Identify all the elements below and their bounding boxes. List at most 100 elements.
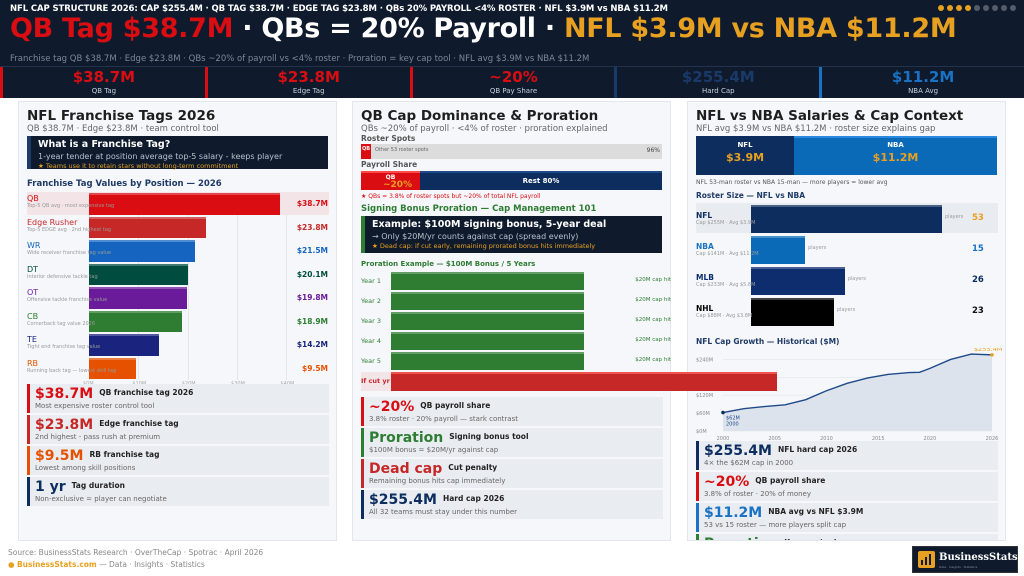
- proration-heading: Proration Example — $100M Bonus / 5 Year…: [361, 260, 536, 268]
- kpi-nba-avg: $11.2M NBA Avg: [819, 67, 1024, 98]
- cap-hit-label: $20M cap hit: [635, 297, 671, 303]
- tag-bar[interactable]: [89, 240, 196, 262]
- position-desc: Cornerback tag value 2026: [27, 320, 96, 327]
- year-label: Year 1: [361, 277, 381, 285]
- logo-text: BusinessStats: [939, 552, 1018, 563]
- roster-bar[interactable]: [751, 236, 806, 264]
- players-unit: players: [836, 307, 856, 313]
- proration-box: Example: $100M signing bonus, 5-year dea…: [361, 216, 662, 253]
- proration-bar[interactable]: [391, 332, 584, 350]
- payroll-qb-label: QB: [385, 174, 396, 181]
- page-dot[interactable]: [965, 5, 971, 11]
- tag-value: $19.8M: [296, 293, 328, 302]
- end-label: $255.4M: [974, 348, 1002, 353]
- info-box: What is a Franchise Tag? 1-year tender a…: [27, 136, 328, 170]
- roster-bar: QB Other 53 roster spots 96%: [361, 144, 662, 159]
- stat-card-value: Dead cap Cut penalty: [369, 461, 497, 477]
- stat-card: $38.7M QB franchise tag 2026 Most expensiv…: [27, 384, 329, 413]
- nfl-avg-value: $3.9M: [725, 151, 765, 164]
- proration-bar[interactable]: [391, 292, 584, 310]
- stat-card-title: Edge franchise tag: [99, 419, 179, 428]
- page-dot[interactable]: [974, 5, 980, 11]
- section-heading: Signing Bonus Proration — Cap Management…: [361, 204, 597, 214]
- cap-area: [723, 354, 992, 431]
- kpi-strip: $38.7M QB Tag $23.8M Edge Tag ~20% QB Pay Sha…: [0, 66, 1024, 98]
- kpi-value: $23.8M: [277, 68, 340, 86]
- roster-bar[interactable]: [751, 298, 834, 326]
- stat-card-sub: 3.8% roster · 20% payroll — stark contra…: [369, 415, 518, 423]
- kpi-label: NBA Avg: [908, 87, 939, 95]
- position-desc: Running back tag — lowest skill tag: [27, 367, 117, 374]
- page-dot[interactable]: [947, 5, 953, 11]
- page-dot[interactable]: [1001, 5, 1007, 11]
- panel-subtitle: NFL avg $3.9M vs NBA $11.2M · roster siz…: [696, 124, 936, 134]
- page-dot[interactable]: [1010, 5, 1016, 11]
- league-label: NFL Cap $255M · Avg $3.9M: [696, 211, 755, 226]
- league-cap: Cap $255M · Avg $3.9M: [696, 220, 756, 226]
- position-desc: Offensive tackle franchise value: [27, 297, 108, 303]
- position-name: DT: [27, 264, 39, 274]
- tag-bar[interactable]: [89, 216, 207, 238]
- brand-dot-icon: ●: [8, 560, 15, 569]
- position-name: WR: [27, 241, 41, 250]
- page-dots[interactable]: [938, 5, 1016, 11]
- nfl-avg-box: NFL $3.9M: [696, 136, 794, 175]
- brand-link[interactable]: BusinessStats.com: [16, 560, 97, 569]
- gridline: [237, 192, 239, 380]
- position-name: Edge Rusher: [27, 217, 78, 227]
- kpi-value: $11.2M: [891, 68, 955, 86]
- kpi-qb-pay-share: ~20% QB Pay Share: [409, 67, 615, 98]
- x-tick-label: 2026: [986, 436, 999, 442]
- stat-card-sub: Most expensive roster control tool: [35, 402, 155, 410]
- tag-bar[interactable]: [89, 357, 136, 379]
- page-dot[interactable]: [938, 5, 944, 11]
- chart-title: NFL Cap Growth — Historical ($M): [696, 337, 840, 346]
- stat-card: Proration Signing bonus tool $100M bonus =…: [361, 428, 663, 457]
- stat-card-number: $38.7M: [35, 386, 94, 402]
- stat-card-number: Proration: [369, 430, 444, 446]
- logo: BusinessStats Data · Insights · Statisti…: [912, 546, 1018, 573]
- page-dot[interactable]: [983, 5, 989, 11]
- data-point: [721, 410, 725, 415]
- proration-bar[interactable]: [391, 312, 584, 330]
- stat-card: $255.4M Hard cap 2026 All 32 teams must st…: [361, 490, 663, 519]
- tag-bar[interactable]: [89, 334, 160, 356]
- dead-cap-bar[interactable]: [391, 372, 777, 391]
- tag-value: $38.7M: [296, 199, 328, 208]
- kpi-edge-tag: $23.8M Edge Tag: [204, 67, 410, 98]
- page-dot[interactable]: [992, 5, 998, 11]
- kpi-value: ~20%: [489, 68, 538, 86]
- stat-card-title: Hard cap 2026: [442, 494, 505, 503]
- cap-hit-label: $20M cap hit: [635, 357, 671, 363]
- proration-box-desc: → Only $20M/yr counts against cap (sprea…: [372, 232, 579, 241]
- stat-card: $11.2M NBA avg vs NFL $3.9M 53 vs 15 roste…: [696, 503, 998, 532]
- ticker: NFL CAP STRUCTURE 2026: CAP $255.4M · QB…: [10, 4, 668, 14]
- panel-subtitle: QB $38.7M · Edge $23.8M · team control t…: [27, 124, 219, 134]
- stat-card: ~20% QB payroll share 3.8% of roster · 20%…: [696, 472, 998, 501]
- info-box-note: ★ Teams use it to retain stars without l…: [38, 162, 239, 170]
- roster-bar[interactable]: [751, 205, 942, 233]
- tag-bar[interactable]: [89, 310, 183, 332]
- page-dot[interactable]: [956, 5, 962, 11]
- proration-bar[interactable]: [391, 272, 584, 290]
- year-label: Year 5: [361, 357, 381, 365]
- tag-bar[interactable]: [89, 193, 280, 215]
- position-desc: Wide receiver franchise tag value: [27, 250, 112, 256]
- proration-bar[interactable]: [391, 352, 584, 370]
- stat-card-number: Dead cap: [369, 461, 443, 477]
- roster-note: NFL 53-man roster vs NBA 15-man — more p…: [696, 179, 888, 186]
- tag-bar[interactable]: [89, 287, 187, 309]
- league-label: NHL Cap $88M · Avg $3.8M: [696, 304, 752, 319]
- kpi-value: $38.7M: [72, 68, 136, 86]
- tag-row-label: CB Cornerback tag value 2026: [27, 312, 95, 327]
- stat-card-number: $11.2M: [704, 505, 763, 521]
- roster-bar[interactable]: [751, 267, 845, 295]
- tag-bar[interactable]: [89, 263, 189, 285]
- stat-card-value: $23.8M Edge franchise tag: [35, 417, 179, 433]
- roster-bar-other: Other 53 roster spots: [375, 147, 429, 153]
- stat-card-sub: All 32 teams must stay under this number: [369, 508, 518, 516]
- stat-card-sub: 2nd highest - pass rush at premium: [35, 433, 161, 441]
- stat-card-number: $255.4M: [369, 492, 437, 508]
- players-unit: players: [808, 245, 827, 251]
- payroll-bar-qb: QB ~20%: [361, 171, 420, 190]
